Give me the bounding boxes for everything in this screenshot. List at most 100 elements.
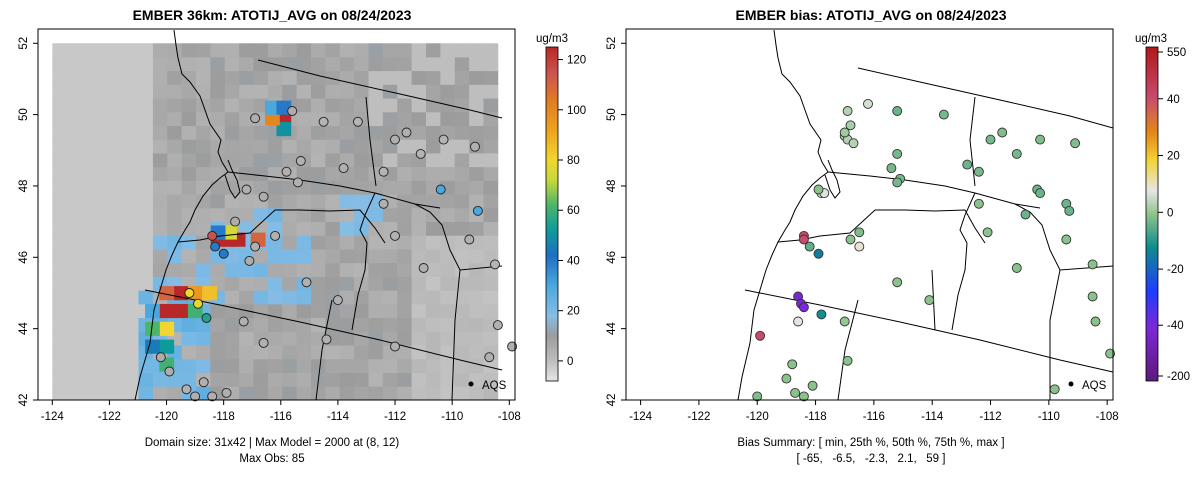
left-puget-sound [224, 159, 241, 199]
grid-cell [454, 70, 470, 85]
left-axes: -124 -122 -120 -118 -116 -114 -112 -110 -108 42 44… [18, 37, 521, 423]
grid-cell [109, 386, 125, 401]
grid-cell [95, 70, 111, 85]
grid-cell [81, 98, 96, 113]
grid-cell [167, 180, 183, 195]
grid-cell [52, 290, 68, 305]
grid-cell [296, 70, 312, 85]
grid-cell [311, 317, 326, 332]
observation-point [207, 391, 218, 402]
grid-cell [411, 235, 427, 250]
grid-cell [454, 180, 470, 195]
grid-cell [469, 84, 484, 99]
grid-cell [397, 303, 413, 319]
grid-cell [109, 317, 125, 332]
grid-cell [483, 84, 499, 99]
right-colorbar-tick-label: -200 [1167, 371, 1190, 383]
grid-cell [109, 111, 125, 126]
grid-cell [196, 345, 211, 360]
grid-cell [325, 111, 341, 126]
bias-site-point [755, 330, 766, 341]
grid-cell [181, 207, 197, 223]
grid-cell [52, 56, 68, 72]
grid-cell [483, 125, 499, 140]
grid-cell [239, 84, 254, 99]
grid-cell [81, 331, 96, 346]
observation-point [238, 316, 249, 327]
grid-cell [239, 262, 254, 277]
bias-site-point [845, 120, 856, 131]
grid-cell [339, 43, 355, 58]
grid-cell [66, 125, 82, 140]
grid-cell [152, 386, 168, 401]
observation-point [287, 106, 298, 116]
grid-cell [311, 262, 326, 277]
grid-cell [483, 207, 499, 223]
grid-cell [483, 153, 499, 168]
observation-point [390, 341, 400, 352]
grid-cell [296, 84, 312, 99]
grid-cell [339, 358, 355, 373]
grid-cell [382, 207, 398, 223]
bias-site-point [1090, 316, 1101, 327]
grid-cell [52, 84, 68, 99]
grid-cell [224, 345, 240, 360]
grid-cell [368, 56, 384, 72]
grid-cell [196, 56, 211, 72]
grid-cell [181, 345, 197, 360]
grid-cell [325, 84, 341, 99]
grid-cell [339, 56, 355, 72]
grid-cell [210, 303, 226, 319]
grid-cell [66, 249, 82, 264]
grid-cell [152, 180, 168, 195]
grid-cell [66, 180, 82, 195]
observation-point [250, 113, 261, 124]
grid-cell [483, 70, 499, 85]
grid-cell [81, 249, 96, 264]
left-hotspot-cells [145, 100, 292, 372]
grid-cell [282, 358, 298, 373]
grid-cell [124, 331, 139, 346]
grid-cell [152, 43, 168, 58]
bias-site-point [997, 127, 1008, 138]
right-colorbar-tick-label: -40 [1167, 320, 1184, 332]
grid-cell [325, 70, 341, 85]
grid-cell [296, 125, 312, 140]
grid-cell [167, 386, 183, 401]
observation-point [210, 241, 221, 252]
grid-cell [397, 345, 413, 360]
grid-cell [368, 303, 384, 319]
grid-cell [454, 153, 470, 168]
bias-site-point [962, 159, 973, 170]
observation-point [415, 148, 426, 159]
left-x-tick-label: -116 [270, 411, 292, 423]
grid-cell [311, 84, 326, 99]
grid-cell [124, 303, 139, 319]
grid-cell [368, 70, 384, 85]
hotspot-cell [159, 286, 175, 301]
grid-cell [296, 111, 312, 126]
grid-cell [368, 153, 384, 168]
right-y-tick-label: 50 [606, 108, 618, 121]
grid-cell [325, 372, 341, 387]
bias-site-point [985, 134, 996, 145]
grid-cell [181, 317, 197, 332]
grid-cell [95, 139, 111, 154]
left-y-tick-label: 52 [18, 37, 30, 50]
grid-cell [397, 166, 413, 181]
grid-cell [95, 111, 111, 126]
left-y-tick-label: 48 [18, 180, 30, 193]
grid-cell [138, 180, 154, 195]
left-plot-frame [37, 28, 516, 401]
grid-cell [425, 111, 441, 126]
hotspot-cell [265, 111, 280, 126]
grid-cell [339, 125, 355, 140]
grid-cell [81, 56, 96, 72]
grid-cell [425, 125, 441, 140]
grid-cell [440, 84, 456, 99]
grid-cell [354, 317, 369, 332]
grid-cell [95, 43, 111, 58]
grid-cell [425, 317, 441, 332]
grid-cell [440, 303, 456, 319]
grid-cell [181, 166, 197, 181]
